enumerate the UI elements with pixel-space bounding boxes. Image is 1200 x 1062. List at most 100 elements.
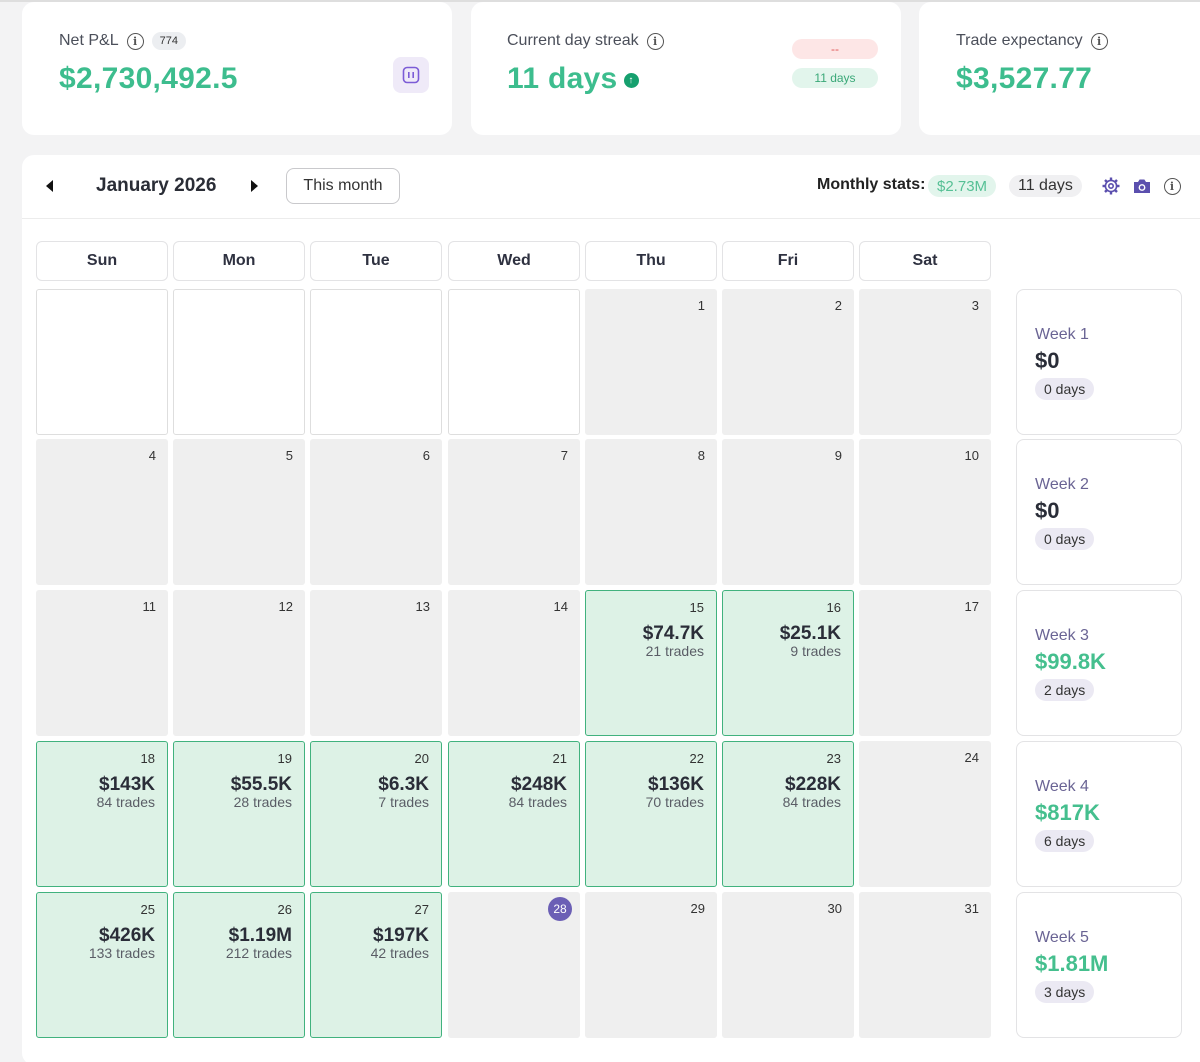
trade-expectancy-header: Trade expectancy i [956, 32, 1108, 50]
day-streak-value-row: 11 days ↑ [507, 62, 639, 96]
calendar-day-2[interactable]: 2 [722, 289, 854, 435]
day-number: 3 [971, 298, 979, 313]
day-number: 17 [964, 599, 979, 614]
info-icon[interactable]: i [646, 32, 664, 50]
info-icon[interactable]: i [126, 32, 144, 50]
week-summary-card-2[interactable]: Week 2 $0 0 days [1016, 439, 1182, 585]
calendar-day-16[interactable]: 16 $25.1K 9 trades [722, 590, 854, 736]
month-title: January 2026 [96, 175, 217, 196]
calendar-day-1[interactable]: 1 [585, 289, 717, 435]
week-label: Week 2 [1035, 476, 1089, 493]
day-trade-count: 84 trades [782, 794, 841, 810]
day-number: 30 [827, 901, 842, 916]
day-trade-count: 212 trades [225, 945, 292, 961]
gear-icon [1102, 177, 1120, 195]
day-number: 31 [964, 901, 979, 916]
calendar-day-22[interactable]: 22 $136K 70 trades [585, 741, 717, 887]
calendar-day-3[interactable]: 3 [859, 289, 991, 435]
info-icon[interactable]: i [1090, 32, 1108, 50]
next-month-button[interactable] [251, 180, 258, 192]
calendar-day-5[interactable]: 5 [173, 439, 305, 585]
calendar-day-8[interactable]: 8 [585, 439, 717, 585]
day-trade-count: 9 trades [790, 643, 841, 659]
week-days-badge: 3 days [1035, 981, 1095, 1003]
week-label: Week 3 [1035, 627, 1089, 644]
day-pnl: $248K [511, 774, 567, 795]
calendar-day-9[interactable]: 9 [722, 439, 854, 585]
calendar-day-27[interactable]: 27 $197K 42 trades [310, 892, 442, 1038]
day-pnl: $136K [648, 774, 704, 795]
week-summary-card-4[interactable]: Week 4 $817K 6 days [1016, 741, 1182, 887]
camera-icon [1134, 179, 1150, 193]
day-streak-header: Current day streak i [507, 32, 664, 50]
calendar-day-17[interactable]: 17 [859, 590, 991, 736]
day-number: 25 [140, 902, 155, 917]
day-trade-count: 70 trades [645, 794, 704, 810]
calendar-info-button[interactable]: i [1162, 176, 1182, 196]
calendar-header-divider [22, 218, 1200, 219]
calendar-day-26[interactable]: 26 $1.19M 212 trades [173, 892, 305, 1038]
day-number: 11 [142, 599, 157, 614]
day-pnl: $197K [373, 925, 429, 946]
weekday-header-sat: Sat [859, 241, 991, 281]
calendar-day-6[interactable]: 6 [310, 439, 442, 585]
day-number: 5 [285, 448, 293, 463]
top-divider [0, 0, 1200, 2]
calendar-day-21[interactable]: 21 $248K 84 trades [448, 741, 580, 887]
week-summary-card-1[interactable]: Week 1 $0 0 days [1016, 289, 1182, 435]
day-pnl: $25.1K [779, 623, 841, 644]
calendar-day-7[interactable]: 7 [448, 439, 580, 585]
week-summary-card-3[interactable]: Week 3 $99.8K 2 days [1016, 590, 1182, 736]
monthly-stats-label: Monthly stats: [817, 176, 926, 193]
calendar-day-30[interactable]: 30 [722, 892, 854, 1038]
calendar-day-29[interactable]: 29 [585, 892, 717, 1038]
weekday-header-wed: Wed [448, 241, 580, 281]
day-pnl: $1.19M [228, 925, 292, 946]
bar-chart-icon [402, 66, 420, 84]
calendar-day-11[interactable]: 11 [36, 590, 168, 736]
calendar-day-15[interactable]: 15 $74.7K 21 trades [585, 590, 717, 736]
calendar-day-25[interactable]: 25 $426K 133 trades [36, 892, 168, 1038]
chart-toggle-button[interactable] [393, 57, 429, 93]
monthly-pnl-badge: $2.73M [928, 175, 997, 197]
week-days-badge: 0 days [1035, 528, 1095, 550]
day-trade-count: 84 trades [96, 794, 155, 810]
net-pnl-header: Net P&L i 774 [59, 32, 186, 50]
week-summary-card-5[interactable]: Week 5 $1.81M 3 days [1016, 892, 1182, 1038]
today-day-number: 28 [548, 897, 572, 921]
weekday-header-tue: Tue [310, 241, 442, 281]
day-number: 14 [553, 599, 568, 614]
calendar-day-12[interactable]: 12 [173, 590, 305, 736]
day-number: 15 [689, 600, 704, 615]
calendar-day-14[interactable]: 14 [448, 590, 580, 736]
week-days-badge: 0 days [1035, 378, 1095, 400]
day-trade-count: 133 trades [88, 945, 155, 961]
day-trade-count: 28 trades [233, 794, 292, 810]
day-number: 7 [560, 448, 568, 463]
day-number: 10 [964, 448, 979, 463]
week-pnl: $1.81M [1035, 951, 1109, 976]
calendar-day-13[interactable]: 13 [310, 590, 442, 736]
this-month-button[interactable]: This month [286, 168, 400, 204]
settings-button[interactable] [1101, 176, 1121, 196]
day-streak-label: Current day streak [507, 32, 639, 49]
week-label: Week 5 [1035, 929, 1089, 946]
calendar-day-28[interactable]: 28 [448, 892, 580, 1038]
calendar-day-18[interactable]: 18 $143K 84 trades [36, 741, 168, 887]
calendar-day-24[interactable]: 24 [859, 741, 991, 887]
day-pnl: $6.3K [378, 774, 429, 795]
calendar-day-31[interactable]: 31 [859, 892, 991, 1038]
calendar-day-10[interactable]: 10 [859, 439, 991, 585]
previous-month-button[interactable] [46, 180, 53, 192]
calendar-day-23[interactable]: 23 $228K 84 trades [722, 741, 854, 887]
day-number: 26 [277, 902, 292, 917]
day-number: 29 [690, 901, 705, 916]
day-number: 20 [414, 751, 429, 766]
calendar-day-20[interactable]: 20 $6.3K 7 trades [310, 741, 442, 887]
calendar-day-4[interactable]: 4 [36, 439, 168, 585]
day-number: 24 [964, 750, 979, 765]
day-pnl: $228K [785, 774, 841, 795]
calendar-day-19[interactable]: 19 $55.5K 28 trades [173, 741, 305, 887]
net-pnl-label: Net P&L [59, 32, 119, 49]
screenshot-button[interactable] [1132, 176, 1152, 196]
